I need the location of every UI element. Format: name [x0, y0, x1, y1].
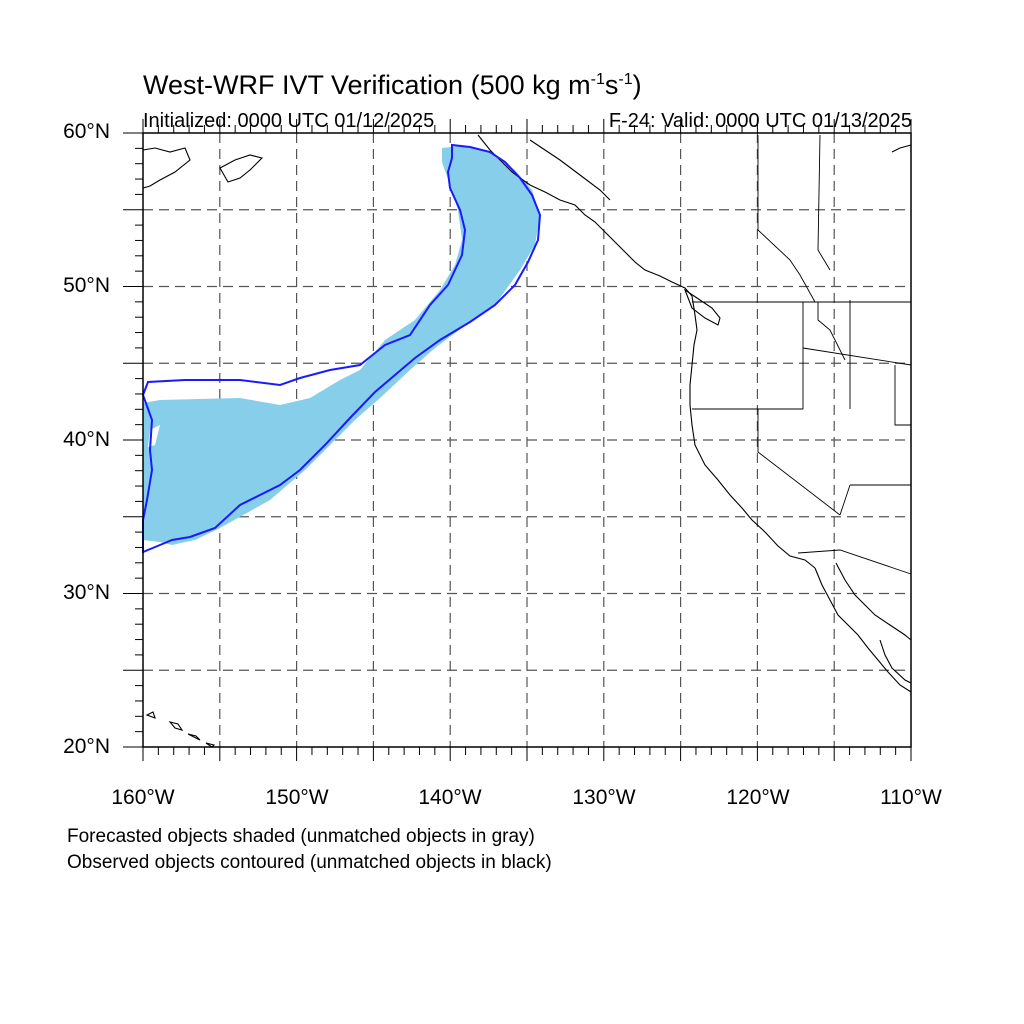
- coastline-segment: [205, 742, 216, 748]
- lon-label-110w: 110°W: [880, 786, 942, 809]
- legend-observed-note: Observed objects contoured (unmatched ob…: [67, 852, 552, 873]
- border-segment: [757, 409, 841, 516]
- lon-label-120w: 120°W: [726, 786, 790, 809]
- coastline-segment: [879, 639, 912, 684]
- initialized-label: Initialized: 0000 UTC 01/12/2025: [143, 110, 435, 132]
- coastline-segment: [477, 134, 693, 297]
- coastline-segment: [219, 154, 264, 183]
- valid-time-label: F-24: Valid: 0000 UTC 01/13/2025: [608, 110, 912, 132]
- lat-label-50: 50°N: [63, 274, 110, 297]
- border-segment: [894, 365, 911, 426]
- border-segment: [817, 134, 831, 271]
- coastline-segment: [145, 711, 156, 719]
- observed-object-contour: [141, 143, 542, 554]
- forecast-object-shape: [143, 146, 540, 545]
- border-segment: [817, 302, 846, 361]
- observed-ivt-contours: [141, 143, 542, 554]
- coastline-segment: [529, 139, 611, 201]
- lat-label-60: 60°N: [63, 120, 110, 143]
- forecast-ivt-objects: [143, 146, 540, 545]
- coastline-segment: [689, 295, 816, 569]
- axis-ticks: [123, 119, 912, 761]
- legend-forecast-note: Forecasted objects shaded (unmatched obj…: [67, 826, 535, 847]
- coastlines: [142, 134, 912, 748]
- coastline-segment: [142, 147, 191, 189]
- coastline-segment: [683, 288, 721, 326]
- border-segment: [802, 347, 912, 366]
- coastline-segment: [187, 733, 201, 741]
- border-segment: [757, 135, 816, 303]
- border-segment: [797, 549, 912, 575]
- border-segment: [839, 484, 851, 516]
- coastline-segment: [814, 567, 912, 693]
- lat-label-40: 40°N: [63, 428, 110, 451]
- lat-label-30: 30°N: [63, 581, 110, 604]
- lat-label-20: 20°N: [63, 735, 110, 758]
- coastline-segment: [891, 144, 912, 153]
- lon-label-150w: 150°W: [265, 786, 329, 809]
- coastline-segment: [168, 721, 184, 731]
- coastline-segment: [835, 562, 912, 641]
- chart-title: West-WRF IVT Verification (500 kg m-1s-1…: [143, 70, 642, 100]
- lon-label-130w: 130°W: [572, 786, 636, 809]
- lon-label-160w: 160°W: [111, 786, 175, 809]
- lon-label-140w: 140°W: [418, 786, 482, 809]
